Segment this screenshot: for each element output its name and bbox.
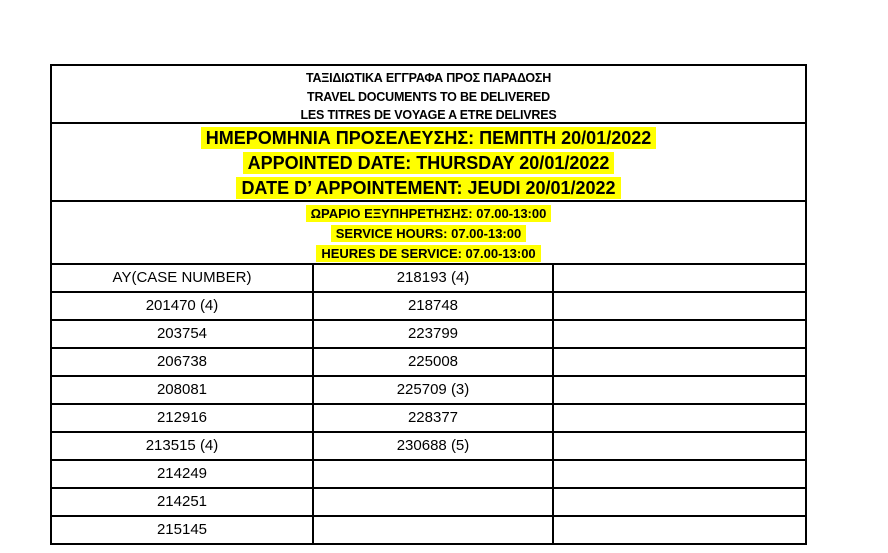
table-row: 212916 228377 <box>51 403 806 433</box>
case-number-cell: 218193 (4) <box>312 264 554 293</box>
case-number-cell: 206738 <box>51 347 314 377</box>
case-number-cell: 213515 (4) <box>51 431 314 461</box>
case-number-cell: 203754 <box>51 319 314 349</box>
empty-cell <box>552 291 806 321</box>
table-row: AY(CASE NUMBER) 218193 (4) <box>51 264 806 293</box>
appointment-date-section: ΗΜΕΡΟΜΗΝΙΑ ΠΡΟΣΕΛΕΥΣΗΣ: ΠΕΜΠΤΗ 20/01/202… <box>52 124 805 202</box>
case-number-cell: 223799 <box>312 319 554 349</box>
table-row: 214249 <box>51 459 806 489</box>
appointment-date-line: ΗΜΕΡΟΜΗΝΙΑ ΠΡΟΣΕΛΕΥΣΗΣ: ΠΕΜΠΤΗ 20/01/202… <box>52 126 805 151</box>
case-number-header-cell: AY(CASE NUMBER) <box>51 264 314 293</box>
case-number-cell: 214249 <box>51 459 314 489</box>
case-number-cell: 215145 <box>51 515 314 544</box>
appointment-date-line: DATE D’ APPOINTEMENT: JEUDI 20/01/2022 <box>52 176 805 200</box>
appointment-date-greek: ΗΜΕΡΟΜΗΝΙΑ ΠΡΟΣΕΛΕΥΣΗΣ: ΠΕΜΠΤΗ 20/01/202… <box>200 127 657 149</box>
table-row: 214251 <box>51 487 806 517</box>
empty-cell <box>312 487 554 517</box>
empty-cell <box>552 347 806 377</box>
case-number-cell: 208081 <box>51 375 314 405</box>
appointment-date-english: APPOINTED DATE: THURSDAY 20/01/2022 <box>242 152 615 174</box>
table-row: 208081 225709 (3) <box>51 375 806 405</box>
table-row: 206738 225008 <box>51 347 806 377</box>
empty-cell <box>552 431 806 461</box>
case-number-cell: 228377 <box>312 403 554 433</box>
service-hours-line: HEURES DE SERVICE: 07.00-13:00 <box>52 244 805 263</box>
service-hours-line: ΩΡΑΡΙΟ ΕΞΥΠΗΡΕΤΗΣΗΣ: 07.00-13:00 <box>52 204 805 224</box>
table-row: 201470 (4) 218748 <box>51 291 806 321</box>
service-hours-english: SERVICE HOURS: 07.00-13:00 <box>330 225 527 242</box>
case-number-cell: 218748 <box>312 291 554 321</box>
service-hours-greek: ΩΡΑΡΙΟ ΕΞΥΠΗΡΕΤΗΣΗΣ: 07.00-13:00 <box>305 205 552 222</box>
empty-cell <box>312 515 554 544</box>
case-number-cell: 225008 <box>312 347 554 377</box>
empty-cell <box>552 487 806 517</box>
case-number-cell: 230688 (5) <box>312 431 554 461</box>
case-number-cell: 201470 (4) <box>51 291 314 321</box>
case-number-cell: 212916 <box>51 403 314 433</box>
empty-cell <box>552 403 806 433</box>
empty-cell <box>552 319 806 349</box>
title-line-french: LES TITRES DE VOYAGE A ETRE DELIVRES <box>300 108 557 122</box>
empty-cell <box>552 264 806 293</box>
empty-cell <box>552 515 806 544</box>
service-hours-french: HEURES DE SERVICE: 07.00-13:00 <box>316 245 541 262</box>
empty-cell <box>552 375 806 405</box>
case-number-table: AY(CASE NUMBER) 218193 (4) 201470 (4) 21… <box>51 264 806 544</box>
service-hours-section: ΩΡΑΡΙΟ ΕΞΥΠΗΡΕΤΗΣΗΣ: 07.00-13:00 SERVICE… <box>52 202 805 265</box>
empty-cell <box>312 459 554 489</box>
document-title-section: ΤΑΞΙΔΙΩΤΙΚΑ ΕΓΓΡΑΦΑ ΠΡΟΣ ΠΑΡΑΔΟΣΗ TRAVEL… <box>52 66 805 124</box>
table-row: 213515 (4) 230688 (5) <box>51 431 806 461</box>
table-row: 215145 <box>51 515 806 544</box>
title-line-greek: ΤΑΞΙΔΙΩΤΙΚΑ ΕΓΓΡΑΦΑ ΠΡΟΣ ΠΑΡΑΔΟΣΗ <box>305 71 552 85</box>
appointment-date-line: APPOINTED DATE: THURSDAY 20/01/2022 <box>52 151 805 176</box>
travel-documents-notice: ΤΑΞΙΔΙΩΤΙΚΑ ΕΓΓΡΑΦΑ ΠΡΟΣ ΠΑΡΑΔΟΣΗ TRAVEL… <box>50 64 807 545</box>
case-number-cell: 214251 <box>51 487 314 517</box>
service-hours-line: SERVICE HOURS: 07.00-13:00 <box>52 224 805 244</box>
title-line-english: TRAVEL DOCUMENTS TO BE DELIVERED <box>307 89 550 104</box>
appointment-date-french: DATE D’ APPOINTEMENT: JEUDI 20/01/2022 <box>236 177 621 199</box>
case-number-cell: 225709 (3) <box>312 375 554 405</box>
table-row: 203754 223799 <box>51 319 806 349</box>
empty-cell <box>552 459 806 489</box>
